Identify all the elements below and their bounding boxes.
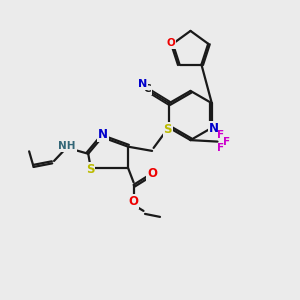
Text: F: F	[217, 143, 224, 153]
Text: F: F	[217, 130, 224, 140]
Text: O: O	[128, 195, 138, 208]
Text: F: F	[224, 136, 231, 147]
Text: O: O	[147, 167, 157, 180]
Text: NH: NH	[58, 141, 76, 151]
Text: O: O	[167, 38, 176, 48]
Text: C: C	[144, 84, 152, 94]
Text: N: N	[98, 128, 108, 141]
Text: S: S	[86, 163, 94, 176]
Text: S: S	[164, 123, 172, 136]
Text: N: N	[138, 79, 147, 89]
Text: N: N	[209, 122, 219, 135]
